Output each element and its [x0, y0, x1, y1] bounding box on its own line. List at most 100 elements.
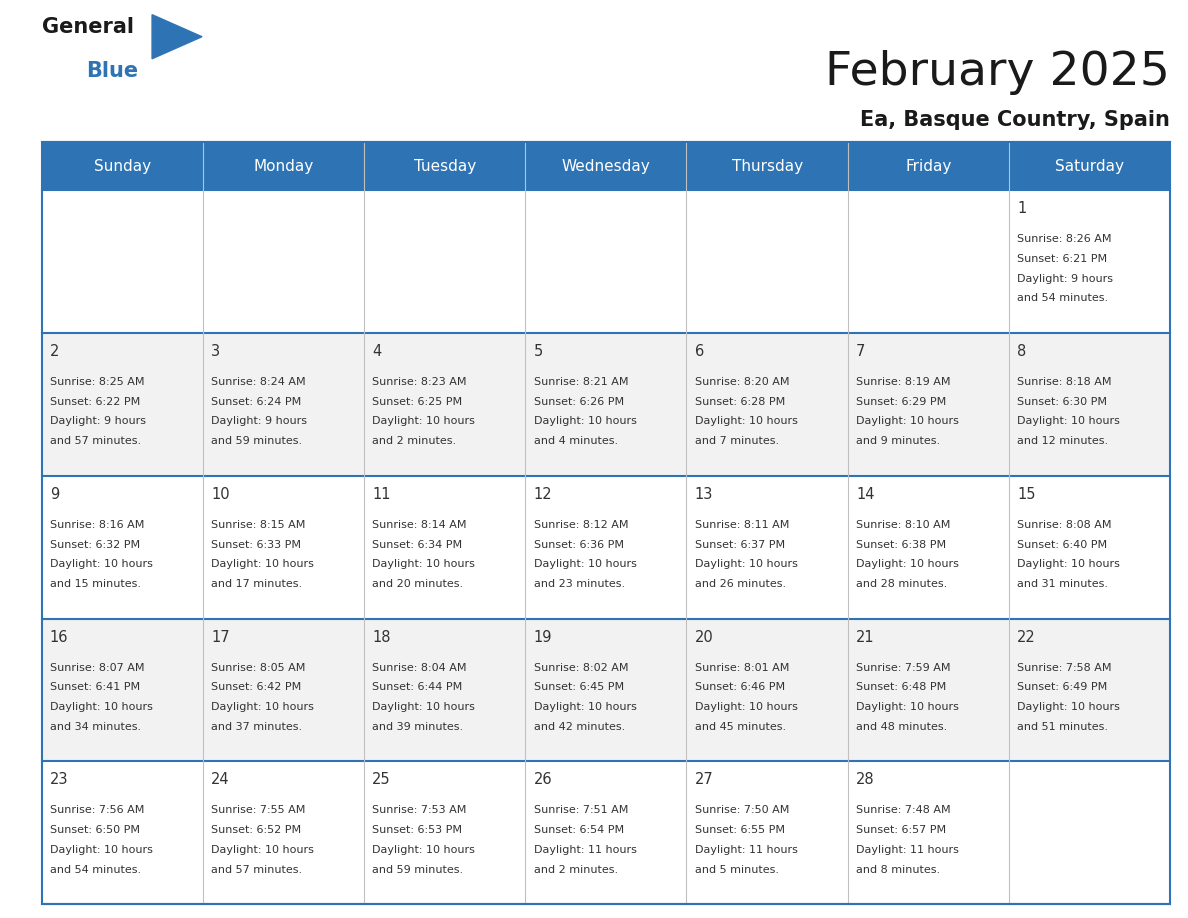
- Text: Daylight: 10 hours: Daylight: 10 hours: [1017, 559, 1120, 569]
- Text: Sunset: 6:36 PM: Sunset: 6:36 PM: [533, 540, 624, 550]
- Text: 17: 17: [211, 630, 229, 644]
- Text: Sunrise: 7:50 AM: Sunrise: 7:50 AM: [695, 805, 789, 815]
- Text: Sunset: 6:24 PM: Sunset: 6:24 PM: [211, 397, 302, 407]
- Text: Daylight: 11 hours: Daylight: 11 hours: [533, 845, 637, 855]
- Text: General: General: [42, 17, 133, 37]
- Text: Sunrise: 8:23 AM: Sunrise: 8:23 AM: [372, 377, 467, 386]
- Text: 11: 11: [372, 487, 391, 502]
- Text: Sunset: 6:33 PM: Sunset: 6:33 PM: [211, 540, 301, 550]
- Text: and 31 minutes.: and 31 minutes.: [1017, 579, 1108, 589]
- Text: 10: 10: [211, 487, 229, 502]
- Text: 28: 28: [857, 772, 874, 788]
- Text: 15: 15: [1017, 487, 1036, 502]
- Text: Sunrise: 8:04 AM: Sunrise: 8:04 AM: [372, 663, 467, 673]
- Text: Sunset: 6:42 PM: Sunset: 6:42 PM: [211, 682, 302, 692]
- Text: Sunset: 6:38 PM: Sunset: 6:38 PM: [857, 540, 946, 550]
- Text: Sunrise: 8:15 AM: Sunrise: 8:15 AM: [211, 520, 305, 530]
- Text: 21: 21: [857, 630, 874, 644]
- Text: and 54 minutes.: and 54 minutes.: [1017, 294, 1108, 303]
- Text: Sunrise: 7:48 AM: Sunrise: 7:48 AM: [857, 805, 950, 815]
- Text: Daylight: 10 hours: Daylight: 10 hours: [533, 559, 637, 569]
- Text: and 5 minutes.: and 5 minutes.: [695, 865, 779, 875]
- Text: Daylight: 10 hours: Daylight: 10 hours: [1017, 702, 1120, 712]
- Text: 23: 23: [50, 772, 69, 788]
- Text: and 17 minutes.: and 17 minutes.: [211, 579, 302, 589]
- Text: Sunset: 6:55 PM: Sunset: 6:55 PM: [695, 825, 785, 835]
- Text: Sunrise: 7:51 AM: Sunrise: 7:51 AM: [533, 805, 628, 815]
- Text: 14: 14: [857, 487, 874, 502]
- Text: Sunrise: 8:26 AM: Sunrise: 8:26 AM: [1017, 234, 1112, 244]
- Text: Daylight: 11 hours: Daylight: 11 hours: [695, 845, 797, 855]
- Text: Sunset: 6:28 PM: Sunset: 6:28 PM: [695, 397, 785, 407]
- Text: 4: 4: [372, 344, 381, 359]
- Text: and 15 minutes.: and 15 minutes.: [50, 579, 141, 589]
- Text: Daylight: 10 hours: Daylight: 10 hours: [857, 559, 959, 569]
- Text: Daylight: 10 hours: Daylight: 10 hours: [372, 559, 475, 569]
- Text: 3: 3: [211, 344, 220, 359]
- Text: and 42 minutes.: and 42 minutes.: [533, 722, 625, 732]
- Text: and 34 minutes.: and 34 minutes.: [50, 722, 141, 732]
- Text: Sunset: 6:32 PM: Sunset: 6:32 PM: [50, 540, 140, 550]
- Text: 19: 19: [533, 630, 552, 644]
- Text: Daylight: 10 hours: Daylight: 10 hours: [50, 559, 153, 569]
- Text: and 59 minutes.: and 59 minutes.: [211, 436, 302, 446]
- Text: 9: 9: [50, 487, 59, 502]
- Text: 20: 20: [695, 630, 714, 644]
- Text: Daylight: 10 hours: Daylight: 10 hours: [372, 417, 475, 426]
- Text: 13: 13: [695, 487, 713, 502]
- Text: Sunset: 6:53 PM: Sunset: 6:53 PM: [372, 825, 462, 835]
- Text: and 20 minutes.: and 20 minutes.: [372, 579, 463, 589]
- Text: Sunset: 6:50 PM: Sunset: 6:50 PM: [50, 825, 140, 835]
- Text: Daylight: 10 hours: Daylight: 10 hours: [533, 417, 637, 426]
- Text: and 57 minutes.: and 57 minutes.: [50, 436, 141, 446]
- Text: and 54 minutes.: and 54 minutes.: [50, 865, 141, 875]
- Text: Daylight: 9 hours: Daylight: 9 hours: [1017, 274, 1113, 284]
- Polygon shape: [152, 15, 202, 59]
- Text: Daylight: 10 hours: Daylight: 10 hours: [50, 845, 153, 855]
- Text: and 2 minutes.: and 2 minutes.: [533, 865, 618, 875]
- Text: Sunrise: 8:21 AM: Sunrise: 8:21 AM: [533, 377, 628, 386]
- Text: and 48 minutes.: and 48 minutes.: [857, 722, 947, 732]
- Text: Daylight: 10 hours: Daylight: 10 hours: [211, 559, 314, 569]
- Text: Sunset: 6:37 PM: Sunset: 6:37 PM: [695, 540, 785, 550]
- Text: Sunset: 6:57 PM: Sunset: 6:57 PM: [857, 825, 946, 835]
- Text: and 57 minutes.: and 57 minutes.: [211, 865, 302, 875]
- Text: Sunrise: 7:55 AM: Sunrise: 7:55 AM: [211, 805, 305, 815]
- Text: Sunset: 6:45 PM: Sunset: 6:45 PM: [533, 682, 624, 692]
- Text: Sunset: 6:49 PM: Sunset: 6:49 PM: [1017, 682, 1107, 692]
- Text: and 23 minutes.: and 23 minutes.: [533, 579, 625, 589]
- Text: Friday: Friday: [905, 159, 952, 174]
- Text: and 26 minutes.: and 26 minutes.: [695, 579, 786, 589]
- Text: and 7 minutes.: and 7 minutes.: [695, 436, 779, 446]
- Text: 6: 6: [695, 344, 704, 359]
- Text: February 2025: February 2025: [826, 50, 1170, 95]
- Text: Daylight: 10 hours: Daylight: 10 hours: [211, 702, 314, 712]
- Text: Sunset: 6:44 PM: Sunset: 6:44 PM: [372, 682, 462, 692]
- Text: Daylight: 10 hours: Daylight: 10 hours: [695, 417, 797, 426]
- Text: Daylight: 9 hours: Daylight: 9 hours: [211, 417, 308, 426]
- Text: and 37 minutes.: and 37 minutes.: [211, 722, 302, 732]
- Text: and 2 minutes.: and 2 minutes.: [372, 436, 456, 446]
- Text: Sunset: 6:30 PM: Sunset: 6:30 PM: [1017, 397, 1107, 407]
- Text: Sunset: 6:22 PM: Sunset: 6:22 PM: [50, 397, 140, 407]
- Text: Sunset: 6:34 PM: Sunset: 6:34 PM: [372, 540, 462, 550]
- Text: Wednesday: Wednesday: [562, 159, 650, 174]
- Text: Sunrise: 8:18 AM: Sunrise: 8:18 AM: [1017, 377, 1112, 386]
- Text: Saturday: Saturday: [1055, 159, 1124, 174]
- Text: and 8 minutes.: and 8 minutes.: [857, 865, 940, 875]
- Text: Sunrise: 8:25 AM: Sunrise: 8:25 AM: [50, 377, 145, 386]
- Text: Sunset: 6:26 PM: Sunset: 6:26 PM: [533, 397, 624, 407]
- Text: Monday: Monday: [253, 159, 314, 174]
- Text: Sunrise: 8:01 AM: Sunrise: 8:01 AM: [695, 663, 789, 673]
- Text: and 51 minutes.: and 51 minutes.: [1017, 722, 1108, 732]
- Text: Sunrise: 8:19 AM: Sunrise: 8:19 AM: [857, 377, 950, 386]
- Text: Daylight: 9 hours: Daylight: 9 hours: [50, 417, 146, 426]
- Text: 26: 26: [533, 772, 552, 788]
- Text: Daylight: 10 hours: Daylight: 10 hours: [372, 702, 475, 712]
- Text: Sunrise: 8:05 AM: Sunrise: 8:05 AM: [211, 663, 305, 673]
- Text: Sunday: Sunday: [94, 159, 151, 174]
- Text: Sunrise: 8:10 AM: Sunrise: 8:10 AM: [857, 520, 950, 530]
- Text: Daylight: 10 hours: Daylight: 10 hours: [50, 702, 153, 712]
- Text: Sunrise: 7:58 AM: Sunrise: 7:58 AM: [1017, 663, 1112, 673]
- Text: and 45 minutes.: and 45 minutes.: [695, 722, 786, 732]
